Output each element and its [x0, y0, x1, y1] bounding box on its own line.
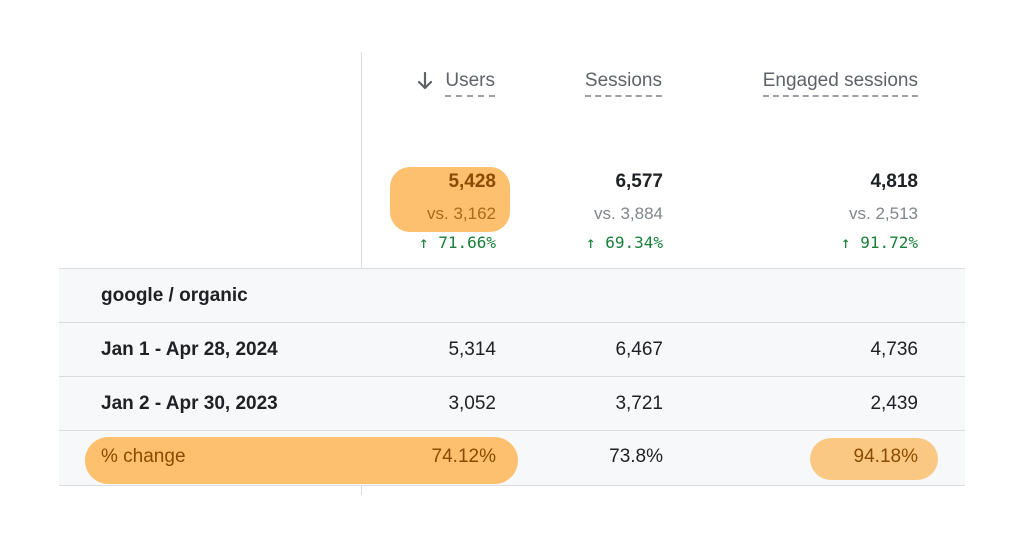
users-total-change: ↑ 71.66% [346, 233, 496, 252]
cell-engaged-sessions: 2,439 [870, 393, 918, 414]
column-header-sessions[interactable]: Sessions [584, 68, 662, 97]
change-row-highlight [85, 437, 518, 484]
engaged-sessions-total-comparison: vs. 2,513 [849, 204, 918, 223]
cell-users: 5,314 [448, 339, 496, 360]
sessions-total-value: 6,577 [615, 171, 663, 192]
engaged-change-highlight [810, 438, 938, 480]
cell-sessions: 3,721 [615, 393, 663, 414]
users-change-value: 71.66% [438, 233, 496, 252]
users-total-highlight [390, 167, 510, 232]
cell-sessions: 6,467 [615, 339, 663, 360]
sessions-total-change: ↑ 69.34% [513, 233, 663, 252]
column-header-engaged-sessions[interactable]: Engaged sessions [762, 68, 918, 97]
engaged-change-value: 91.72% [860, 233, 918, 252]
table-row-change-content: % change 74.12% 73.8% 94.18% [59, 430, 965, 484]
arrow-up-icon: ↑ [585, 233, 596, 252]
users-total-value: 5,428 [448, 171, 496, 192]
cell-users: 3,052 [448, 393, 496, 414]
arrow-up-icon: ↑ [418, 233, 429, 252]
engaged-sessions-total-change: ↑ 91.72% [768, 233, 918, 252]
cell-users: 74.12% [431, 446, 496, 467]
row-label: Jan 2 - Apr 30, 2023 [101, 393, 278, 414]
arrow-up-icon: ↑ [840, 233, 851, 252]
table-row: Jan 2 - Apr 30, 2023 3,052 3,721 2,439 [59, 376, 965, 431]
row-label: Jan 1 - Apr 28, 2024 [101, 339, 278, 360]
table-row-group: google / organic [59, 268, 965, 323]
row-label: % change [101, 446, 186, 467]
column-header-users[interactable]: Users [445, 68, 495, 97]
sessions-change-value: 69.34% [605, 233, 663, 252]
sessions-total-comparison: vs. 3,884 [594, 204, 663, 223]
users-total-comparison: vs. 3,162 [427, 204, 496, 223]
engaged-sessions-total-value: 4,818 [870, 171, 918, 192]
cell-sessions: 73.8% [609, 446, 663, 467]
cell-engaged-sessions: 94.18% [853, 446, 918, 467]
cell-engaged-sessions: 4,736 [870, 339, 918, 360]
table-row: Jan 1 - Apr 28, 2024 5,314 6,467 4,736 [59, 322, 965, 377]
table-bottom-border [59, 485, 965, 486]
row-label: google / organic [101, 285, 248, 306]
arrow-down-icon[interactable] [415, 70, 435, 92]
